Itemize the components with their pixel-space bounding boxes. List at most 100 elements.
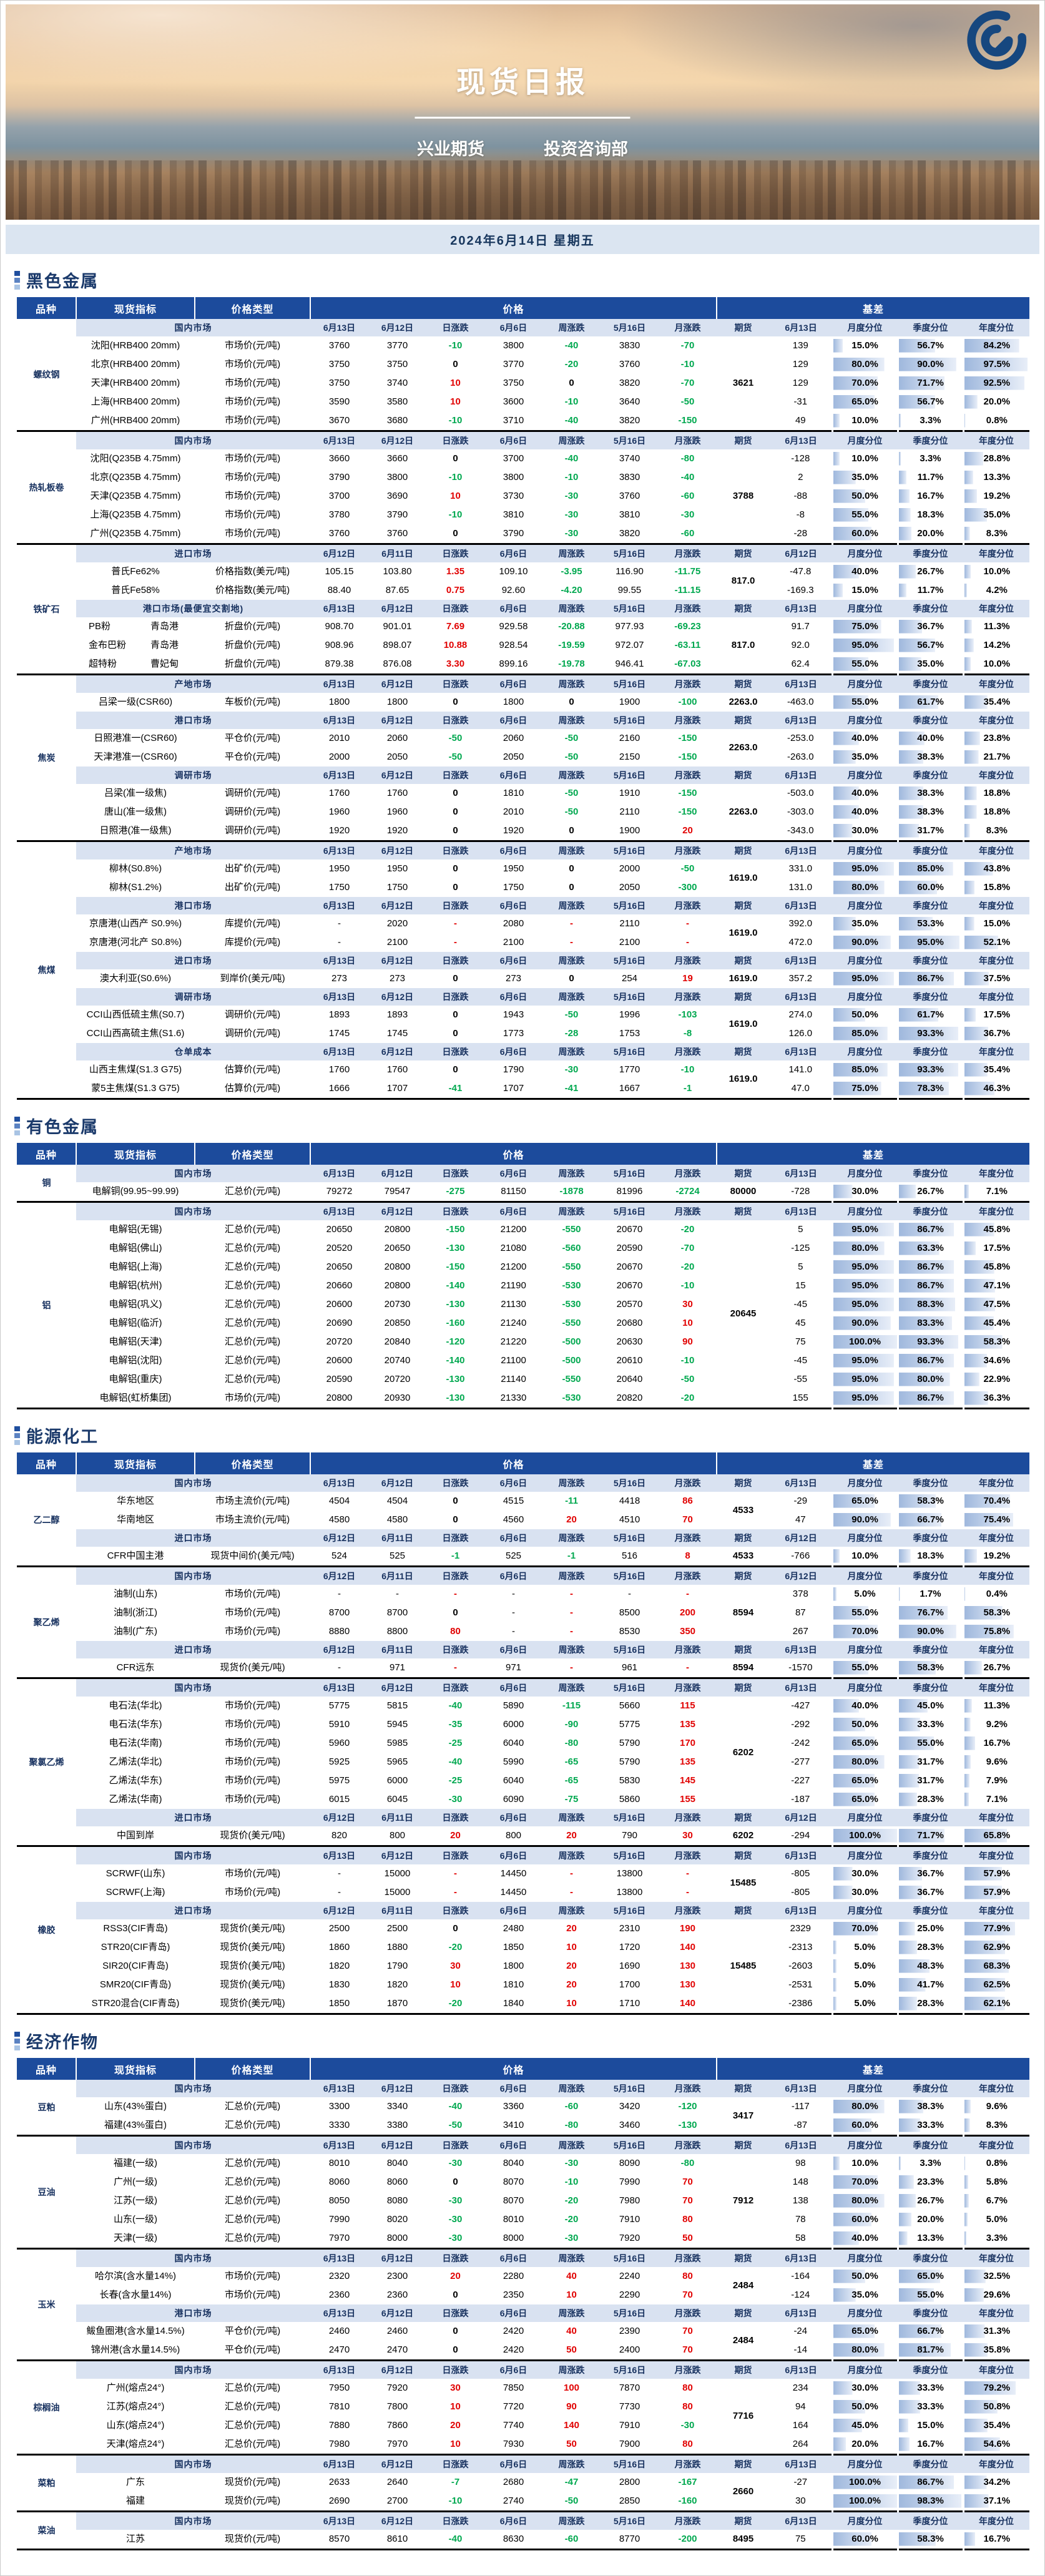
price-cell: 3380: [386, 2120, 408, 2130]
price-cell: 3820: [619, 415, 640, 426]
price-type-cell: 汇总价(元/吨): [224, 1224, 281, 1235]
price-cell: 88.40: [327, 585, 351, 595]
market-label: 产地市场: [76, 673, 310, 693]
price-cell: 7880: [328, 2420, 350, 2431]
subheader-cell: 6月11日: [368, 1902, 426, 1919]
price-cell: 21200: [500, 1261, 527, 1272]
indicator-cell: 上海(Q235B 4.75mm): [90, 509, 181, 520]
price-cell: -550: [562, 1261, 581, 1272]
price-cell: 2050: [386, 752, 408, 762]
subheader-cell: 6月13日: [310, 766, 368, 784]
price-cell: 8070: [503, 2177, 524, 2187]
subheader-cell: 6月6日: [484, 1165, 542, 1182]
price-type-cell: 汇总价(元/吨): [224, 2195, 281, 2206]
price-cell: 5985: [386, 1738, 408, 1748]
percentile-cell: 32.5%: [962, 2267, 1030, 2286]
subheader-cell: 6月12日: [368, 766, 426, 784]
subheader-cell: 6月12日: [368, 840, 426, 859]
price-cell: 20: [682, 825, 693, 836]
indicator-cell: CCI山西低硫主焦(S0.7): [86, 1009, 185, 1020]
date-bar: 2024年6月14日 星期五: [6, 225, 1039, 254]
price-cell: -25: [448, 1738, 463, 1748]
table-header-row: 品种 现货指标 价格类型 价格 基差: [17, 297, 1030, 319]
price-type-cell: 市场价(元/吨): [224, 396, 281, 407]
market-header-row: 铜国内市场 6月13日 6月12日 日涨跌 6月6日 周涨跌 5月16日 月涨跌 期货 6月13日…: [17, 1165, 1030, 1202]
basis-cell: -117: [791, 2101, 810, 2112]
subheader-cell: 5月16日: [601, 2304, 659, 2322]
price-cell: -150: [446, 1224, 465, 1235]
price-cell: 8010: [328, 2158, 350, 2168]
percentile-cell: 11.3%: [962, 617, 1030, 636]
price-type-cell: 平仓价(元/吨): [224, 2344, 281, 2355]
col-indicator: 现货指标: [76, 1452, 195, 1474]
percentile-cell: 50.0%: [831, 1006, 898, 1024]
indicator-cell: 福建: [125, 2495, 145, 2506]
subheader-cell: 季度分位: [898, 1529, 964, 1547]
price-cell: 70: [682, 1514, 693, 1525]
table-row: SIR20(CIF青岛) 现货价(美元/吨) 1820 1790 30 1800 20 169…: [17, 1957, 1030, 1976]
percentile-cell: 62.5%: [962, 1976, 1030, 1994]
price-cell: 21190: [501, 1280, 526, 1291]
table-row: 电解铝(重庆) 汇总价(元/吨) 20590 20720 -130 21140 -550 20…: [17, 1370, 1030, 1389]
subheader-cell: 5月16日: [601, 952, 659, 969]
subheader-cell: 期货: [717, 840, 770, 859]
price-cell: 908.96: [325, 640, 354, 650]
subheader-cell: 6月6日: [484, 988, 542, 1006]
price-cell: -19.59: [558, 640, 585, 650]
price-cell: 3460: [619, 2120, 640, 2130]
banner: 现货日报 兴业期货 投资咨询部: [6, 4, 1039, 220]
percentile-cell: 60.0%: [831, 2530, 898, 2550]
subheader-cell: 日涨跌: [426, 712, 484, 729]
price-cell: -35: [448, 1719, 463, 1730]
price-cell: 15000: [384, 1887, 411, 1898]
price-cell: 2480: [503, 1923, 524, 1934]
subheader-cell: 期货: [717, 766, 770, 784]
subheader-cell: 6月11日: [368, 1809, 426, 1826]
subheader-cell: 5月16日: [601, 1474, 659, 1492]
percentile-cell: 85.0%: [831, 1060, 898, 1079]
percentile-cell: 40.0%: [831, 784, 898, 803]
price-cell: 21240: [500, 1318, 527, 1328]
subheader-cell: 年度分位: [963, 897, 1030, 914]
price-cell: 4504: [386, 1496, 408, 1506]
price-cell: 2060: [386, 733, 408, 743]
percentile-cell: 19.2%: [962, 487, 1030, 506]
percentile-cell: 36.7%: [896, 1864, 964, 1883]
basis-cell: -1570: [788, 1662, 813, 1673]
percentile-cell: 36.7%: [896, 1883, 964, 1902]
subheader-cell: 5月16日: [601, 2248, 659, 2267]
dept-name: 投资咨询部: [544, 140, 628, 159]
price-type-cell: 平仓价(元/吨): [224, 752, 281, 762]
price-cell: -10: [680, 1355, 695, 1366]
indicator-cell: 油制(山东): [114, 1589, 157, 1599]
price-type-cell: 市场价(元/吨): [224, 1887, 281, 1898]
price-cell: -60: [564, 2101, 579, 2112]
indicator-cell: 日照港准一(CSR60): [94, 733, 177, 743]
subheader-cell: 5月16日: [601, 1641, 659, 1658]
market-header-row: 聚氯乙烯 国内市场 6月13日 6月12日 日涨跌 6月6日 周涨跌 5月16日 月涨跌 期货 6月…: [17, 1677, 1030, 1846]
variety-label: 橡胶: [17, 1845, 76, 2014]
subheader-cell: 6月11日: [368, 1641, 426, 1658]
subheader-cell: 季度分位: [898, 430, 964, 449]
price-cell: -103: [678, 1009, 697, 1020]
price-cell: 7850: [503, 2383, 524, 2393]
price-type-cell: 汇总价(元/吨): [224, 2177, 281, 2187]
price-type-cell: 市场价(元/吨): [224, 1738, 281, 1748]
price-cell: 0: [569, 882, 574, 893]
price-type-cell: 市场价(元/吨): [224, 359, 281, 370]
table-row: 北京(HRB400 20mm) 市场价(元/吨) 3750 3750 0 3770 -20 3…: [17, 355, 1030, 374]
futures-value: 8495: [732, 2534, 754, 2544]
percentile-cell: 20.0%: [962, 393, 1030, 411]
subheader-cell: 5月16日: [601, 897, 659, 914]
price-cell: 3750: [328, 378, 350, 388]
price-cell: 2100: [386, 937, 408, 948]
price-type-cell: 折盘价(元/吨): [224, 640, 281, 650]
market-label: 国内市场: [76, 2510, 310, 2530]
percentile-cell: 3.3%: [896, 411, 964, 431]
price-cell: 928.54: [499, 640, 528, 650]
price-cell: 790: [621, 1830, 638, 1841]
price-cell: -: [686, 1887, 690, 1898]
basis-cell: -277: [791, 1756, 810, 1767]
subheader-cell: 6月6日: [484, 1809, 542, 1826]
indicator-cell: 吕梁(准一级焦): [104, 788, 167, 798]
